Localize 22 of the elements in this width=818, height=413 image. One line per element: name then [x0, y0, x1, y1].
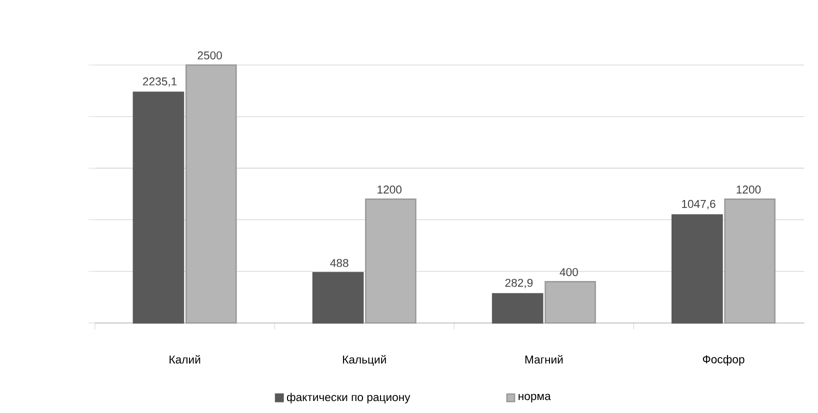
legend-label: норма	[518, 394, 551, 402]
bar	[672, 214, 723, 324]
data-label: 2500	[198, 51, 222, 60]
data-label: 488	[330, 259, 348, 268]
bar	[492, 293, 544, 324]
x-tick-label: Кальций	[343, 355, 386, 366]
bar	[365, 198, 416, 324]
bar	[544, 281, 596, 324]
data-label: 2235,1	[143, 77, 177, 87]
data-label: 282,9	[505, 278, 533, 288]
data-label: 1047,6	[682, 200, 716, 210]
x-tick-label: Фосфор	[702, 355, 744, 366]
data-label: 1200	[378, 186, 402, 194]
data-label: 1200	[736, 186, 761, 194]
legend-label: фактически по рациону	[286, 392, 410, 404]
x-tick-label: Магний	[525, 355, 563, 364]
x-tick-label: Калий	[170, 355, 200, 364]
bar	[312, 272, 364, 324]
bar	[132, 92, 184, 324]
bar	[724, 198, 776, 324]
data-label: 400	[560, 268, 578, 276]
bar	[185, 64, 237, 324]
